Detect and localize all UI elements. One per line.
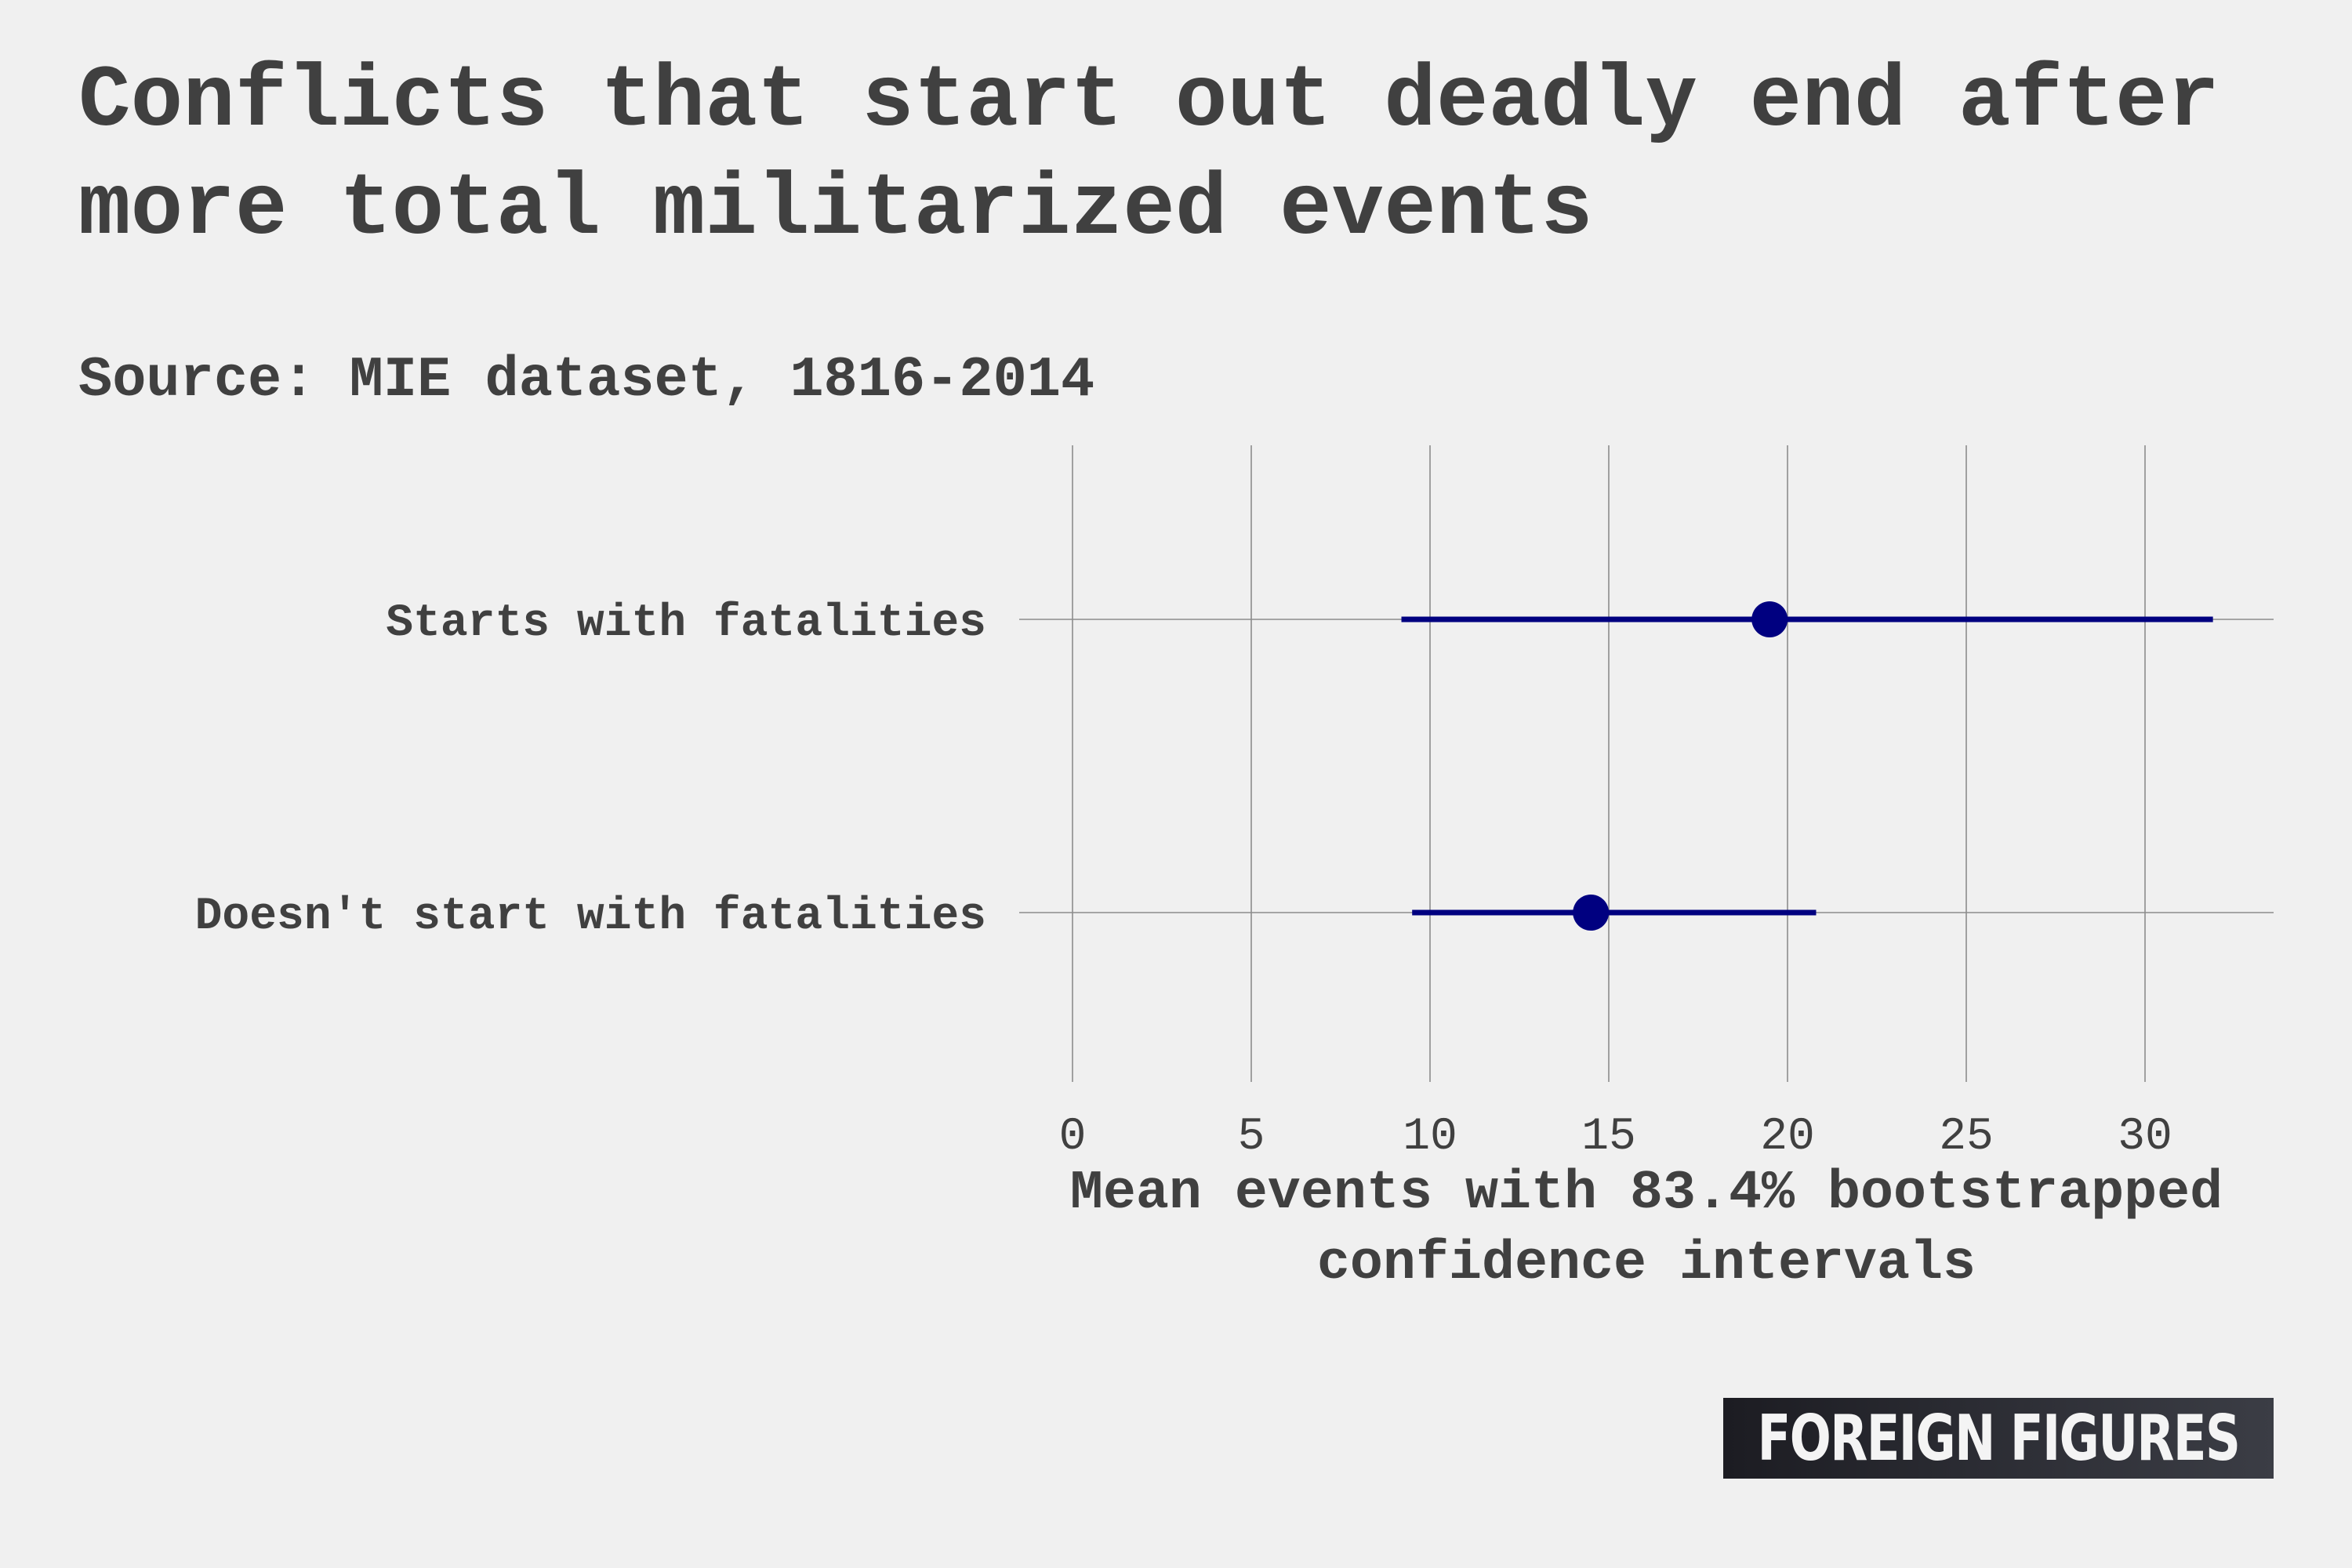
x-tick-label: 15 — [1581, 1112, 1636, 1163]
x-tick-label: 5 — [1238, 1112, 1265, 1163]
chart-subtitle: Source: MIE dataset, 1816-2014 — [78, 348, 1095, 412]
x-tick-label: 30 — [2118, 1112, 2172, 1163]
x-tick-label: 10 — [1403, 1112, 1457, 1163]
mean-point — [1573, 895, 1610, 931]
x-tick-label: 20 — [1760, 1112, 1815, 1163]
grid-lines — [1019, 445, 2274, 1082]
brand-logo: FOREIGN FIGURES — [1723, 1398, 2274, 1479]
x-axis-label: Mean events with 83.4% bootstrapped conf… — [1069, 1163, 2223, 1295]
brand-label: FOREIGN FIGURES — [1757, 1402, 2241, 1475]
y-tick-label: Doesn't start with fatalities — [195, 891, 986, 942]
x-tick-label: 25 — [1939, 1112, 1994, 1163]
mean-point — [1751, 601, 1788, 637]
x-tick-labels: 0 5 10 15 20 25 30 — [1059, 1112, 2172, 1163]
x-tick-label: 0 — [1059, 1112, 1087, 1163]
y-tick-labels: Starts with fatalities Doesn't start with… — [195, 598, 986, 942]
y-tick-label: Starts with fatalities — [386, 598, 986, 649]
chart-title: Conflicts that start out deadly end afte… — [78, 53, 2220, 260]
data-marks — [1401, 601, 2213, 931]
